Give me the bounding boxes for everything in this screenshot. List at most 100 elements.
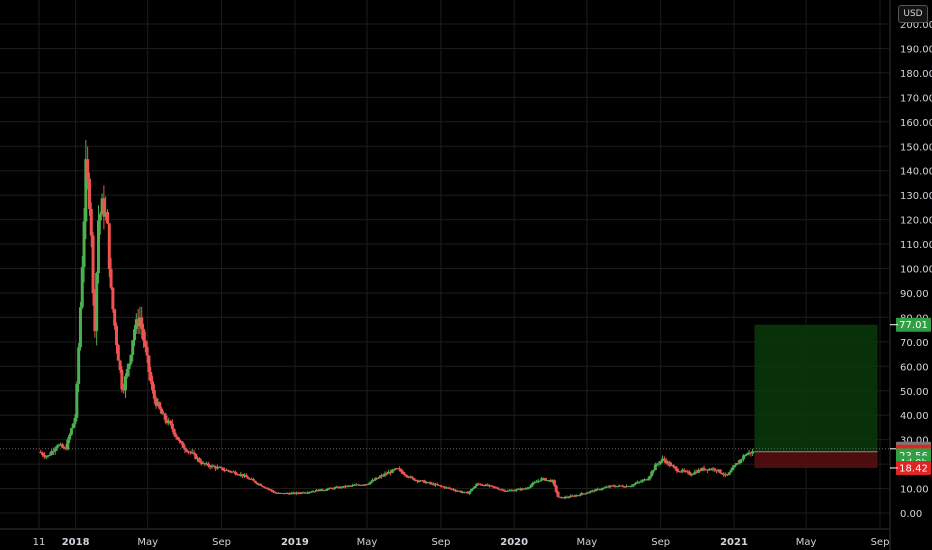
candle-body [143,340,147,348]
candle-body [480,484,484,486]
x-tick-label: Sep [871,537,890,548]
target-zone[interactable] [754,324,878,452]
candle-body [55,446,59,449]
candle-body [131,340,135,355]
candle-body [226,469,230,471]
stop-zone[interactable] [754,451,878,468]
candle-body [441,486,445,488]
candle-body [599,489,603,491]
candle-body [334,486,338,488]
candle-body [525,488,529,490]
candle-body [518,488,522,490]
candle-body [688,471,692,475]
candle-body [727,472,731,476]
candle-body [320,489,324,491]
candle-body [428,482,432,484]
candle-body [379,475,383,477]
candle-body [653,464,657,471]
candle-body [689,474,693,476]
candle-body [608,485,612,487]
candle-body [561,497,565,499]
candle-body [363,484,367,486]
candle-body [151,381,155,390]
candle-body [554,485,558,492]
candle-body [293,492,297,494]
candle-body [82,221,86,268]
x-tick-label: 11 [33,537,46,548]
candle-body [374,477,378,480]
candle-body [233,471,237,475]
candle-body [217,467,221,469]
candle-body [576,495,580,497]
candle-body [311,491,315,493]
candle-body [502,489,506,492]
candle-body [361,484,365,486]
candle-body [605,486,609,488]
candle-body [695,471,699,473]
candle-body [412,478,416,481]
currency-badge[interactable]: USD [898,5,928,23]
candle-body [387,471,391,474]
candle-body [531,483,535,486]
candle-body [44,456,48,458]
candle-body [536,480,540,482]
candle-body [511,490,515,492]
candle-body [199,461,203,464]
candle-body [239,474,243,476]
candle-body [190,452,194,454]
candle-body [421,480,425,482]
candle-body [86,159,90,179]
candle-body [145,347,149,356]
candle-body [403,474,407,476]
candle-body [351,485,355,487]
y-tick-label: 100.00 [900,265,932,276]
candle-body [731,467,735,471]
candle-body [295,492,299,494]
candle-body [552,480,556,486]
candle-body [161,413,165,415]
candle-body [551,480,555,482]
candle-body [163,413,167,420]
candle-body [203,463,207,465]
candle-body [450,488,454,490]
candle-body [693,471,697,474]
candle-body [286,493,290,495]
candle-body [93,293,97,332]
candle-body [232,471,236,473]
position-zones[interactable] [754,324,878,468]
candle-body [662,458,666,461]
candle-body [500,489,504,491]
candle-body [178,439,182,442]
candle-body [664,460,668,464]
candle-body [167,420,171,424]
candle-body [298,493,302,495]
candle-body [259,483,263,486]
x-tick-label: May [137,537,158,548]
candle-body [471,488,475,490]
candle-body [142,328,146,341]
candle-body [329,487,333,489]
candle-body [657,463,661,465]
candle-body [315,489,319,492]
candle-body [170,423,174,430]
candle-body [673,466,677,469]
candle-body [590,490,594,492]
candle-body [57,444,61,447]
candle-body [147,355,151,373]
candle-body [342,485,346,488]
x-tick-label: Sep [651,537,670,548]
candle-body [282,492,286,494]
time-axis[interactable]: 11 2018 May Sep 2019 May Sep 2020 May Sep 2021 May S… [0,528,890,548]
candle-body [509,490,513,492]
x-tick-label: Sep [212,537,231,548]
price-badge: 77.01 [890,317,931,332]
candle-body [352,485,356,487]
candle-body [715,470,719,472]
candle-body [497,488,501,490]
candle-body [453,490,457,492]
candle-body [185,449,189,452]
price-badge-label: 18.42 [899,463,928,474]
candle-body [444,487,448,489]
candle-body [138,317,142,327]
